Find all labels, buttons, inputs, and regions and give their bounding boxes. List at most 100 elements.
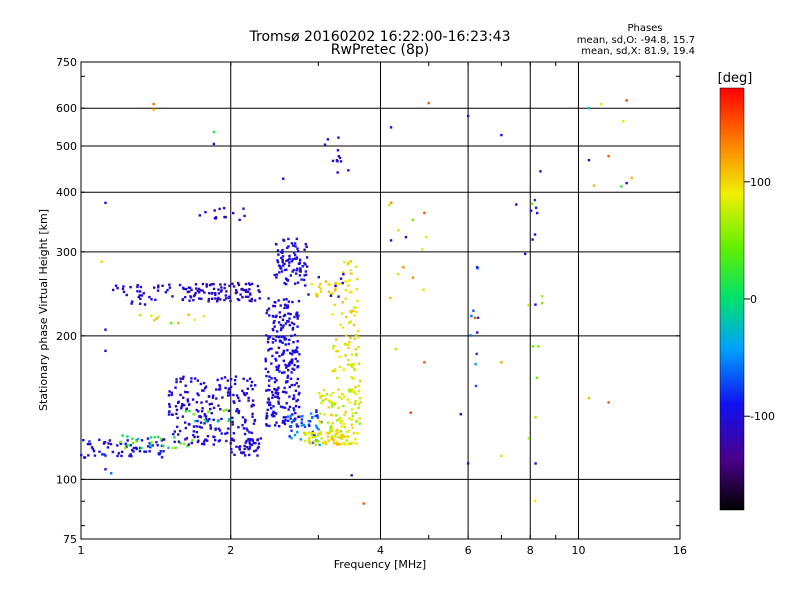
data-point <box>284 277 288 280</box>
data-point <box>257 442 261 445</box>
data-point <box>156 443 159 447</box>
data-point <box>251 415 254 418</box>
data-point <box>217 296 220 300</box>
data-point <box>298 269 302 273</box>
data-point <box>227 419 230 423</box>
data-point <box>339 430 343 433</box>
data-point <box>201 407 204 410</box>
data-point <box>288 395 291 398</box>
data-point <box>237 298 241 302</box>
data-point <box>223 283 227 286</box>
data-point <box>168 286 172 289</box>
data-point <box>345 439 349 442</box>
data-point <box>282 177 285 180</box>
data-point <box>265 424 269 427</box>
data-point <box>340 425 344 428</box>
data-point <box>210 402 213 406</box>
data-point <box>197 393 200 397</box>
data-point <box>345 334 348 337</box>
data-point <box>218 383 221 387</box>
data-point <box>333 442 336 445</box>
data-point <box>357 384 360 387</box>
data-point <box>205 285 208 288</box>
data-point <box>343 395 346 398</box>
data-point <box>229 442 232 445</box>
data-point <box>314 414 317 418</box>
data-point <box>250 299 253 303</box>
data-point <box>345 435 349 438</box>
data-point <box>247 295 250 299</box>
data-point <box>202 443 206 446</box>
data-point <box>330 435 334 438</box>
data-point <box>286 419 290 423</box>
data-point <box>220 417 223 421</box>
data-point <box>336 171 339 174</box>
data-point <box>310 283 313 286</box>
data-point <box>100 260 103 263</box>
data-point <box>346 343 350 347</box>
data-point <box>230 451 233 454</box>
data-point <box>277 364 281 367</box>
data-point <box>315 409 318 412</box>
data-point <box>307 293 310 296</box>
data-point <box>350 376 353 379</box>
data-point <box>248 441 251 444</box>
data-point <box>411 276 415 279</box>
data-point <box>281 261 284 264</box>
data-point <box>317 285 321 288</box>
data-point <box>347 358 350 362</box>
data-point <box>174 446 177 450</box>
data-point <box>275 379 278 382</box>
data-point <box>143 303 147 306</box>
data-point <box>333 403 336 406</box>
data-point <box>178 283 182 287</box>
data-point <box>291 326 295 330</box>
data-point <box>185 407 189 410</box>
data-point <box>214 439 217 442</box>
data-point <box>182 396 185 399</box>
data-point <box>286 376 289 379</box>
data-point <box>205 400 208 403</box>
data-point <box>204 385 208 388</box>
data-point <box>358 397 362 400</box>
data-point <box>267 397 270 400</box>
data-point <box>352 367 356 371</box>
data-point <box>212 435 215 438</box>
data-point <box>256 454 259 457</box>
data-point <box>200 426 203 429</box>
x-axis-label: Frequency [MHz] <box>334 558 426 571</box>
data-point <box>157 452 160 455</box>
data-point <box>218 385 222 388</box>
data-point <box>202 381 206 385</box>
data-point <box>331 313 334 316</box>
data-point <box>284 343 287 346</box>
data-point <box>209 424 212 427</box>
data-point <box>297 299 301 303</box>
data-point <box>283 281 286 285</box>
data-point <box>103 441 107 444</box>
data-point <box>237 409 241 413</box>
data-point <box>193 435 196 439</box>
data-point <box>104 328 107 331</box>
data-point <box>540 301 544 305</box>
data-point <box>252 441 255 445</box>
data-point <box>233 378 237 382</box>
colorbar-tick-label: -100 <box>750 410 775 423</box>
data-point <box>355 287 358 291</box>
data-point <box>275 351 278 354</box>
data-point <box>248 439 251 442</box>
data-point <box>328 283 331 286</box>
data-point <box>194 419 197 423</box>
data-point <box>201 389 204 392</box>
data-point <box>140 446 143 450</box>
data-point <box>186 290 190 294</box>
data-point <box>323 413 326 416</box>
data-point <box>284 282 288 286</box>
data-point <box>319 412 322 415</box>
data-point <box>268 335 272 339</box>
data-point <box>334 282 338 286</box>
data-point <box>116 286 119 290</box>
data-point <box>164 291 168 294</box>
data-point <box>352 323 356 327</box>
data-point <box>271 414 274 418</box>
